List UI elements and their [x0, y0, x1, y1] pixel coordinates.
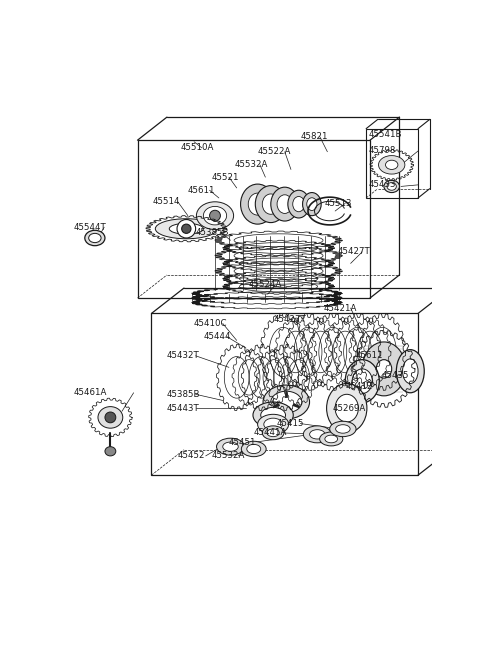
- Ellipse shape: [384, 180, 399, 193]
- Text: 45521: 45521: [211, 173, 239, 181]
- Ellipse shape: [177, 219, 196, 238]
- Ellipse shape: [320, 432, 343, 446]
- Ellipse shape: [352, 369, 372, 394]
- Ellipse shape: [345, 360, 379, 403]
- Ellipse shape: [262, 194, 279, 214]
- Text: 45432T: 45432T: [167, 351, 200, 360]
- Text: 45415: 45415: [277, 419, 304, 428]
- Ellipse shape: [181, 224, 191, 233]
- Ellipse shape: [271, 187, 299, 221]
- Ellipse shape: [105, 447, 116, 456]
- Text: 45452: 45452: [178, 451, 205, 460]
- Text: 45421A: 45421A: [324, 303, 357, 312]
- Ellipse shape: [271, 391, 302, 413]
- Ellipse shape: [303, 426, 331, 443]
- Text: 45544T: 45544T: [74, 223, 107, 232]
- Text: 45798: 45798: [369, 147, 396, 155]
- Text: 45451: 45451: [229, 438, 256, 447]
- Ellipse shape: [403, 359, 418, 384]
- Text: 45532A: 45532A: [234, 160, 268, 170]
- Text: 45410C: 45410C: [193, 319, 227, 328]
- Text: 45524A: 45524A: [248, 280, 282, 290]
- Text: 45385B: 45385B: [167, 390, 201, 399]
- Ellipse shape: [326, 384, 367, 433]
- Ellipse shape: [216, 438, 244, 455]
- Text: 45444: 45444: [204, 332, 231, 341]
- Text: 45269A: 45269A: [333, 403, 366, 413]
- Ellipse shape: [248, 193, 267, 215]
- Ellipse shape: [105, 412, 116, 422]
- Ellipse shape: [325, 435, 337, 443]
- Ellipse shape: [277, 195, 292, 214]
- Ellipse shape: [210, 210, 220, 221]
- Ellipse shape: [98, 407, 123, 428]
- Ellipse shape: [253, 402, 293, 428]
- Ellipse shape: [85, 231, 105, 246]
- Text: 45522A: 45522A: [258, 147, 291, 157]
- Ellipse shape: [262, 426, 284, 440]
- Ellipse shape: [267, 429, 279, 437]
- Ellipse shape: [379, 156, 405, 174]
- Ellipse shape: [302, 193, 321, 215]
- Ellipse shape: [169, 223, 204, 234]
- Text: 45821: 45821: [300, 132, 328, 141]
- Text: 45510A: 45510A: [180, 143, 214, 153]
- Text: 45385B: 45385B: [196, 228, 229, 237]
- Ellipse shape: [376, 360, 392, 378]
- Ellipse shape: [288, 190, 310, 218]
- Ellipse shape: [223, 442, 238, 451]
- Text: 45514: 45514: [153, 197, 180, 206]
- Ellipse shape: [263, 385, 310, 419]
- Text: 45541B: 45541B: [369, 130, 402, 139]
- Ellipse shape: [240, 184, 275, 224]
- Ellipse shape: [204, 206, 227, 225]
- Ellipse shape: [261, 407, 286, 422]
- Ellipse shape: [196, 202, 234, 229]
- Ellipse shape: [336, 424, 350, 433]
- Ellipse shape: [293, 196, 305, 212]
- Ellipse shape: [310, 430, 325, 439]
- Text: 45513: 45513: [325, 199, 352, 208]
- Ellipse shape: [89, 233, 101, 242]
- Ellipse shape: [387, 183, 396, 190]
- Ellipse shape: [264, 418, 282, 430]
- Ellipse shape: [241, 441, 266, 457]
- Text: 45435: 45435: [382, 371, 409, 379]
- Ellipse shape: [330, 421, 356, 437]
- Text: 45611: 45611: [188, 186, 216, 195]
- Text: 45427T: 45427T: [273, 315, 306, 324]
- Ellipse shape: [258, 415, 288, 434]
- Text: 45443T: 45443T: [167, 403, 200, 413]
- Ellipse shape: [156, 219, 217, 239]
- Ellipse shape: [255, 185, 286, 223]
- Ellipse shape: [335, 394, 359, 422]
- Ellipse shape: [362, 342, 406, 396]
- Ellipse shape: [247, 444, 261, 454]
- Ellipse shape: [307, 198, 317, 210]
- Ellipse shape: [385, 160, 398, 170]
- Ellipse shape: [396, 350, 424, 393]
- Text: 45441A: 45441A: [254, 428, 287, 438]
- Text: 45412: 45412: [345, 382, 372, 391]
- Text: 45611: 45611: [356, 351, 384, 360]
- Text: 45532A: 45532A: [211, 451, 244, 460]
- Text: 45461A: 45461A: [74, 388, 108, 398]
- Text: 45433: 45433: [369, 180, 396, 189]
- Text: 45427T: 45427T: [337, 248, 370, 256]
